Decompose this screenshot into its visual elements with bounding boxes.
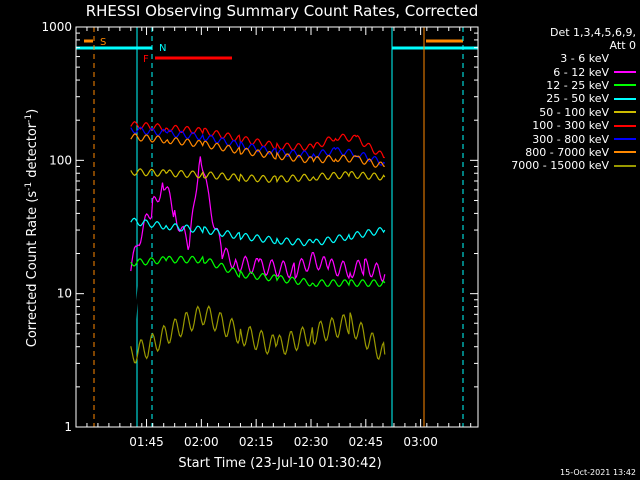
series-line [130,133,385,168]
y-tick-label: 100 [49,153,72,167]
x-tick-label: 02:00 [184,435,219,449]
series-line [130,305,386,364]
x-tick-label: 01:45 [129,435,164,449]
observing-intervals: S NF [76,27,478,427]
plot-frame [75,26,479,428]
x-tick-label: 02:45 [349,435,384,449]
legend-label: 12 - 25 keV [546,78,609,92]
legend-entry: 12 - 25 keV [478,79,636,92]
x-axis-label: Start Time (23-Jul-10 01:30:42) [178,456,381,471]
x-tick-label: 02:30 [294,435,329,449]
legend-swatch [614,151,636,154]
flare-label: F [143,54,149,65]
legend: Det 1,3,4,5,6,9, Att 0 3 - 6 keV 6 - 12 k… [478,26,636,173]
series-layer [130,120,386,387]
series-line [130,255,386,288]
legend-entry: 50 - 100 keV [478,106,636,119]
legend-label: 25 - 50 keV [546,92,609,106]
y-axis-label-main: Corrected Count Rate (s [25,191,40,348]
legend-swatch [614,97,636,100]
legend-entry: 100 - 300 keV [478,119,636,132]
legend-swatch [614,71,636,74]
night-label: N [159,43,166,54]
legend-entry: 3 - 6 keV [478,52,636,65]
legend-swatch [614,138,636,141]
x-tick-label: 03:00 [403,435,438,449]
y-tick-label: 10 [57,287,72,301]
chart-title: RHESSI Observing Summary Count Rates, Co… [86,2,479,20]
legend-header-attenuator: Att 0 [609,39,636,52]
legend-label: 7000 - 15000 keV [511,159,609,173]
legend-header-detectors: Det 1,3,4,5,6,9, [549,26,636,39]
legend-rows: 3 - 6 keV 6 - 12 keV 12 - 25 keV 25 - 50 ke… [478,52,636,173]
y-axis-label-sup1: -1 [24,182,34,191]
legend-label: 50 - 100 keV [539,105,609,119]
legend-entry: 300 - 800 keV [478,132,636,146]
legend-label: 6 - 12 keV [553,65,609,79]
legend-entry: 25 - 50 keV [478,92,636,105]
y-tick-label: 1000 [41,20,72,34]
series-line [130,168,386,184]
legend-label: 800 - 7000 keV [525,145,609,159]
series-line [130,165,386,387]
y-axis-label-sup2: -1 [24,114,34,123]
y-axis-label-mid: detector [25,122,40,182]
legend-label: 3 - 6 keV [560,52,609,66]
legend-entry: 6 - 12 keV [478,65,636,79]
series-line [130,120,385,159]
series-line [130,156,386,283]
legend-swatch [614,84,636,87]
legend-swatch [614,57,636,60]
y-tick-label: 1 [64,420,72,434]
axes: 01:45 02:00 02:15 02:30 02:45 03:00 1 10 100 1000 [41,20,478,449]
legend-entry: 7000 - 15000 keV [478,159,636,172]
legend-swatch [614,111,636,114]
legend-label: 300 - 800 keV [532,132,609,146]
legend-swatch [614,124,636,127]
footer-timestamp: 15-Oct-2021 13:42 [560,468,636,477]
y-axis-label-end: ) [25,109,40,114]
x-tick-label: 02:15 [239,435,274,449]
legend-entry: 800 - 7000 keV [478,146,636,159]
saa-label: S [100,37,106,48]
y-axis-label: Corrected Count Rate (s-1 detector-1) [24,109,40,347]
legend-swatch [614,164,636,167]
legend-label: 100 - 300 keV [532,119,609,133]
series-line [130,217,386,247]
